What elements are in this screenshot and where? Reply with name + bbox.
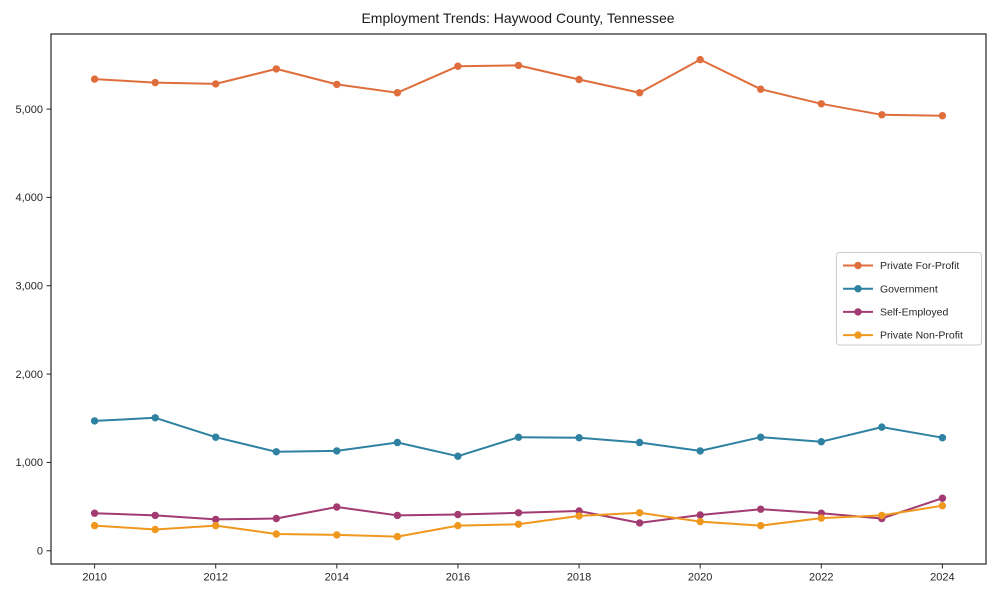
- legend-item-private-for-profit: Private For-Profit: [843, 260, 959, 272]
- series-marker-private-for-profit: [635, 89, 644, 97]
- series-marker-government: [757, 433, 765, 441]
- x-axis-tick-label: 2020: [688, 572, 712, 584]
- legend-marker-swatch: [854, 308, 862, 316]
- x-axis-tick-label: 2018: [567, 572, 591, 584]
- series-marker-government: [333, 447, 341, 455]
- y-axis-tick-label: 5,000: [15, 104, 43, 116]
- series-marker-government: [696, 447, 704, 455]
- series-marker-private-for-profit: [272, 65, 280, 73]
- series-marker-self-employed: [514, 509, 523, 517]
- series-marker-private-for-profit: [817, 100, 825, 108]
- series-marker-private-non-profit: [817, 514, 825, 522]
- series-marker-private-for-profit: [212, 80, 220, 88]
- series-marker-private-non-profit: [272, 530, 280, 538]
- series-marker-government: [212, 433, 220, 441]
- series-marker-private-non-profit: [757, 521, 765, 530]
- plot-border: [50, 33, 987, 565]
- series-marker-private-non-profit: [878, 511, 886, 520]
- legend: Private For-Profit Government Self-Employe…: [836, 252, 982, 346]
- x-axis-tick-label: 2010: [82, 572, 106, 584]
- series-marker-private-non-profit: [151, 525, 159, 534]
- series-marker-private-for-profit: [514, 61, 523, 70]
- series-marker-private-non-profit: [212, 521, 220, 530]
- legend-label: Self-Employed: [880, 307, 948, 319]
- legend-item-self-employed: Self-Employed: [843, 307, 948, 319]
- series-marker-self-employed: [454, 510, 462, 519]
- y-axis-tick-label: 2,000: [15, 369, 43, 381]
- legend-label: Government: [880, 283, 938, 295]
- series-marker-self-employed: [333, 503, 341, 511]
- series-marker-private-for-profit: [333, 80, 341, 89]
- series-marker-private-non-profit: [393, 532, 402, 541]
- series-marker-government: [817, 438, 825, 446]
- x-axis-tick-label: 2022: [809, 572, 833, 584]
- legend-label: Private For-Profit: [880, 260, 959, 272]
- series-marker-private-non-profit: [938, 502, 947, 510]
- series-marker-private-for-profit: [575, 75, 583, 84]
- series-marker-private-non-profit: [90, 521, 99, 530]
- x-axis-tick-label: 2014: [325, 572, 349, 584]
- series-marker-government: [151, 414, 159, 422]
- chart-title: Employment Trends: Haywood County, Tenne…: [361, 10, 674, 26]
- series-marker-private-non-profit: [454, 521, 462, 530]
- legend-item-government: Government: [843, 283, 938, 295]
- series-marker-government: [514, 433, 523, 441]
- series-marker-self-employed: [212, 515, 220, 524]
- series-marker-self-employed: [393, 511, 402, 520]
- series-marker-private-for-profit: [393, 89, 402, 97]
- series-marker-government: [393, 438, 402, 447]
- plot-area: 2010 2012 2014 2016 2018 2020 2022 2024 0 1,000 2,…: [15, 33, 987, 584]
- series-marker-self-employed: [151, 511, 159, 520]
- series-marker-self-employed: [90, 509, 99, 517]
- series-private-for-profit: [90, 55, 947, 120]
- legend-marker-swatch: [854, 331, 862, 339]
- legend-item-private-non-profit: Private Non-Profit: [843, 330, 963, 342]
- series-marker-private-for-profit: [454, 62, 462, 70]
- series-marker-government: [272, 448, 280, 456]
- series-marker-private-non-profit: [575, 512, 583, 520]
- x-axis-tick-label: 2012: [203, 572, 227, 584]
- series-marker-self-employed: [938, 494, 947, 502]
- legend-label: Private Non-Profit: [880, 330, 963, 342]
- series-marker-government: [90, 417, 99, 425]
- legend-box: [836, 252, 982, 346]
- series-marker-private-for-profit: [696, 55, 704, 64]
- legend-marker-swatch: [854, 285, 862, 293]
- x-axis-tick-label: 2024: [930, 572, 954, 584]
- series-marker-government: [454, 452, 462, 460]
- series-marker-private-non-profit: [696, 517, 704, 526]
- series-marker-government: [938, 434, 947, 442]
- series-marker-government: [878, 423, 886, 431]
- series-marker-private-for-profit: [878, 111, 886, 119]
- series-private-non-profit: [90, 502, 947, 541]
- series-self-employed: [90, 494, 947, 527]
- series-marker-government: [575, 434, 583, 442]
- series-marker-private-non-profit: [333, 531, 341, 539]
- series-marker-self-employed: [757, 505, 765, 513]
- y-axis-tick-label: 3,000: [15, 281, 43, 293]
- series-marker-private-for-profit: [757, 85, 765, 93]
- legend-marker-swatch: [854, 261, 862, 270]
- series-marker-private-non-profit: [514, 520, 523, 528]
- series-marker-private-for-profit: [151, 78, 159, 87]
- series-government: [90, 414, 947, 460]
- y-axis-tick-label: 0: [37, 546, 43, 558]
- y-axis-tick-label: 4,000: [15, 192, 43, 204]
- series-marker-self-employed: [696, 511, 704, 519]
- y-axis-tick-label: 1,000: [15, 457, 43, 469]
- x-axis-tick-label: 2016: [446, 572, 470, 584]
- series-marker-government: [635, 438, 644, 447]
- series-marker-self-employed: [635, 519, 644, 527]
- series-marker-self-employed: [272, 514, 280, 523]
- series-marker-private-for-profit: [90, 75, 99, 83]
- series-marker-private-non-profit: [635, 509, 644, 517]
- series-marker-private-for-profit: [938, 112, 947, 120]
